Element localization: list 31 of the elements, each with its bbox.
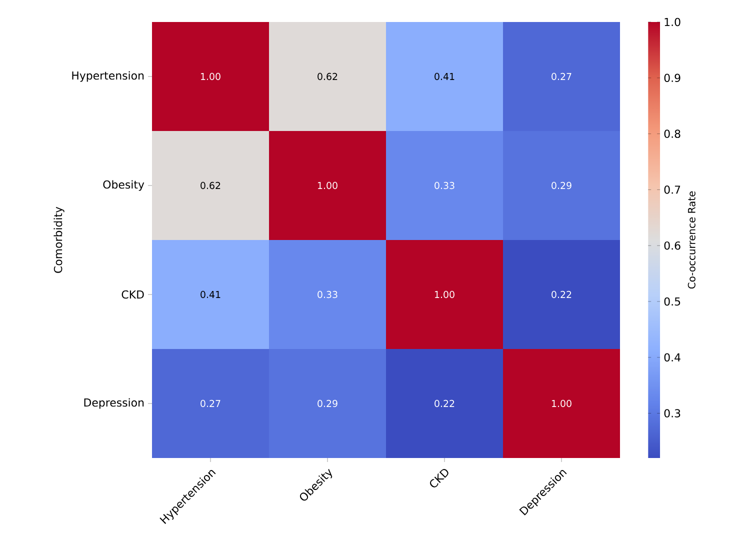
data-label: 0.41	[434, 72, 454, 80]
data-label: 0.27	[200, 400, 220, 408]
color-bar-label: 1.0	[664, 18, 680, 26]
data-label: 1.00	[318, 182, 338, 190]
y-axis-title: Comorbidity	[54, 206, 64, 273]
data-label: 0.33	[318, 290, 338, 298]
data-label: 1.00	[435, 290, 454, 298]
data-label: 0.62	[318, 72, 338, 80]
y-tick-label: Obesity	[103, 180, 144, 191]
color-bar-label: 0.3	[664, 409, 680, 418]
data-label: 0.22	[552, 290, 572, 298]
color-bar-label: 0.7	[664, 186, 680, 194]
data-label: 1.00	[201, 72, 220, 80]
color-bar-title: Co-occurrence Rate	[688, 191, 696, 289]
x-tick-label: CKD	[430, 469, 448, 488]
data-label: 0.29	[318, 400, 338, 408]
data-label: 0.33	[434, 182, 454, 190]
data-label: 0.29	[552, 182, 572, 190]
y-tick-label: Depression	[84, 398, 144, 409]
data-label: 0.41	[200, 290, 220, 298]
color-bar-label: 0.9	[664, 74, 680, 82]
data-label: 1.00	[552, 400, 572, 408]
color-bar-label: 0.8	[664, 130, 680, 138]
data-label: 0.22	[434, 400, 454, 408]
color-bar-label: 0.6	[664, 241, 680, 250]
data-label: 0.62	[200, 182, 220, 190]
y-tick-label: Hypertension	[72, 71, 144, 82]
y-tick-label: CKD	[122, 290, 144, 299]
data-label: 0.27	[552, 72, 572, 80]
color-bar-label: 0.4	[664, 353, 680, 362]
color-bar-label: 0.5	[664, 297, 680, 306]
